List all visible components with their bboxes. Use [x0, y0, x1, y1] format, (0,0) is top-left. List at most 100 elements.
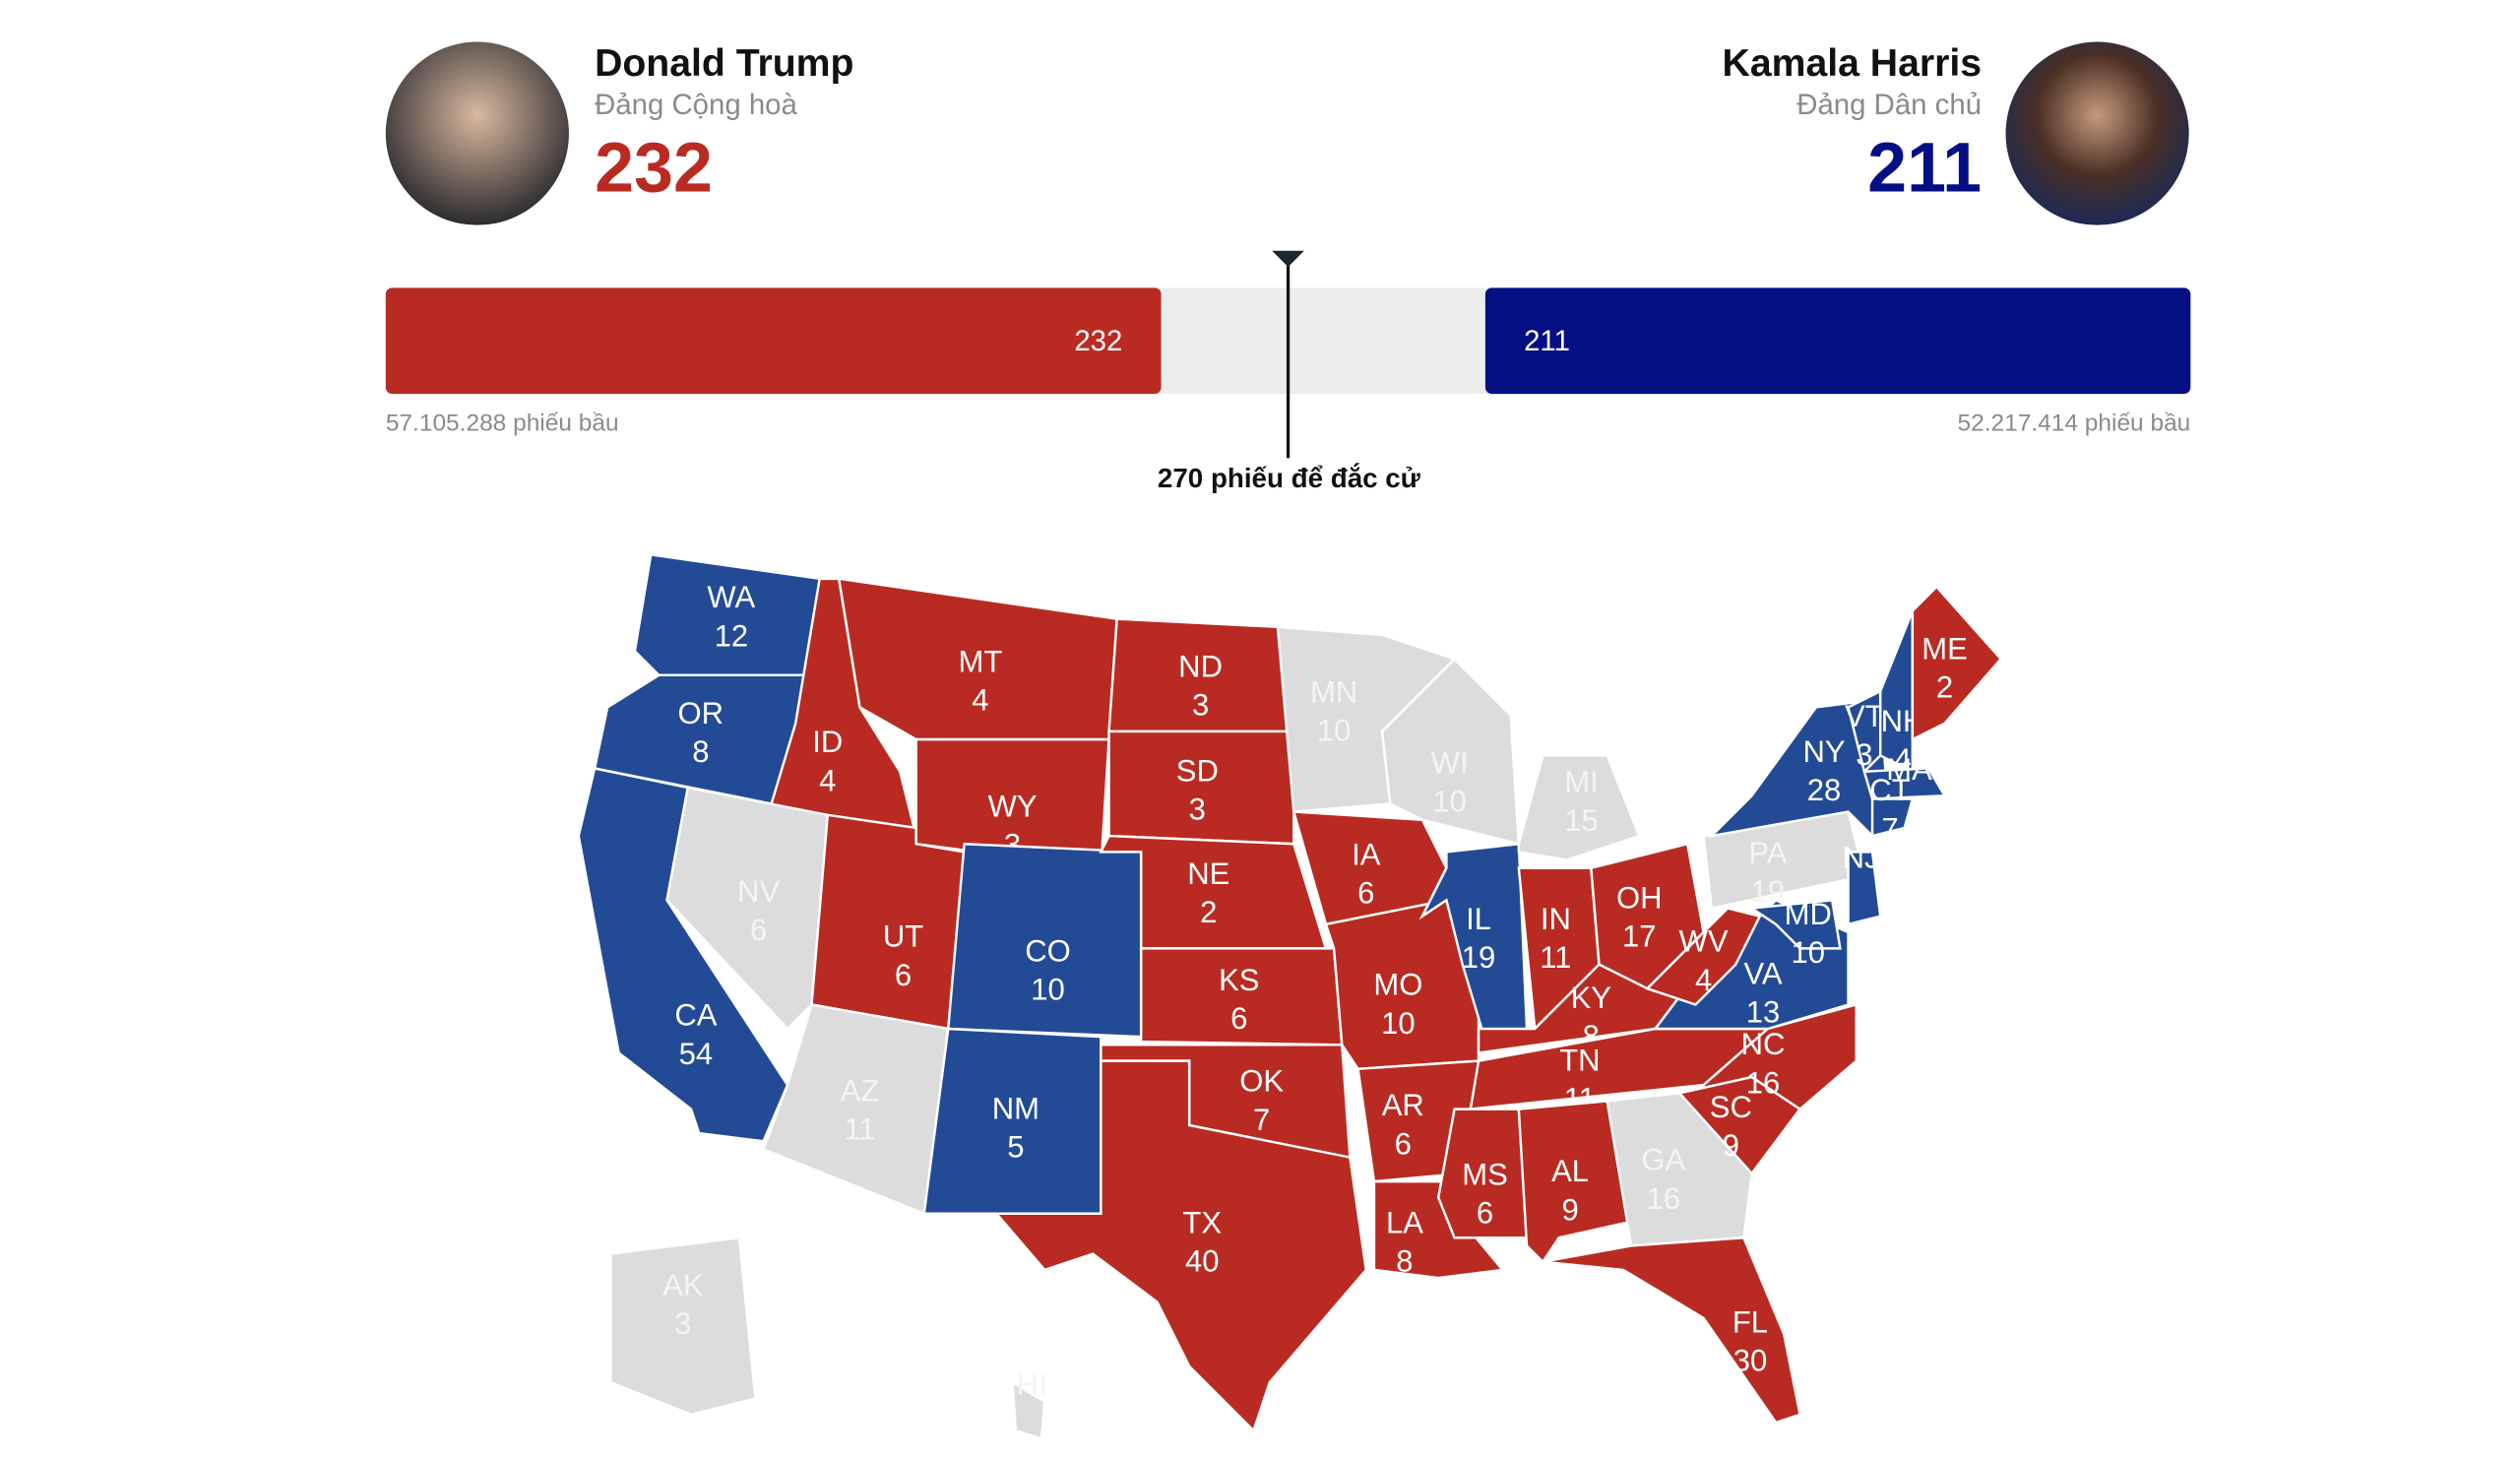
- state-abbr: NE: [1187, 856, 1229, 891]
- us-map: WA 12 OR 8 CA 54 ID 4 NV 6 MT 4 WY 3 UT 6 CO 10 AZ 11 NM 5 ND 3…: [577, 552, 2003, 1440]
- threshold-marker: [1272, 250, 1304, 268]
- state-votes: 10: [1317, 714, 1352, 748]
- state-abbr: NV: [737, 874, 780, 909]
- state-abbr: ND: [1178, 649, 1223, 683]
- state-votes: 40: [1185, 1244, 1220, 1279]
- state-abbr: WV: [1679, 924, 1729, 959]
- state-abbr: MT: [959, 645, 1003, 679]
- state-abbr: CT: [1869, 773, 1910, 807]
- state-abbr: MD: [1785, 897, 1832, 931]
- state-votes: 16: [1746, 1065, 1780, 1100]
- state-votes: 12: [715, 618, 749, 653]
- state: [1862, 767, 1947, 800]
- state-abbr: WY: [988, 789, 1038, 823]
- state-votes: 11: [1540, 940, 1571, 975]
- state-votes: 8: [1396, 1244, 1413, 1279]
- state-abbr: TN: [1559, 1043, 1600, 1077]
- state-votes: 16: [1647, 1181, 1680, 1216]
- state-abbr: KS: [1219, 963, 1259, 997]
- state-abbr: SC: [1710, 1090, 1752, 1124]
- state-votes: 10: [1381, 1006, 1416, 1041]
- state-votes: 10: [1791, 935, 1825, 970]
- state-abbr: IL: [1466, 902, 1491, 936]
- electoral-votes: 211: [1867, 128, 1982, 207]
- state-abbr: KY: [1571, 981, 1611, 1015]
- state: [1543, 1236, 1801, 1425]
- electoral-votes: 232: [595, 128, 713, 207]
- state-abbr: VA: [1743, 956, 1782, 990]
- state-abbr: AR: [1382, 1088, 1424, 1122]
- state-votes: 8: [692, 734, 709, 769]
- state-abbr: MS: [1462, 1157, 1508, 1191]
- state-votes: 28: [1807, 773, 1842, 807]
- bar-label: 232: [1074, 325, 1122, 357]
- state-votes: 3: [674, 1306, 691, 1341]
- state-votes: 11: [844, 1112, 875, 1147]
- state: [1748, 899, 1842, 950]
- candidate-party: Đảng Dân chủ: [1796, 89, 1982, 121]
- threshold-label: 270 phiếu để đắc cử: [1158, 463, 1421, 493]
- state-abbr: MO: [1373, 968, 1422, 1002]
- state-abbr: OK: [1239, 1064, 1284, 1099]
- state-votes: 30: [1733, 1344, 1768, 1378]
- state-abbr: UT: [883, 919, 923, 954]
- state-abbr: ME: [1922, 631, 1968, 666]
- candidate-name: Kamala Harris: [1723, 42, 1982, 85]
- state-abbr: FL: [1732, 1305, 1768, 1340]
- state-votes: 7: [1881, 811, 1898, 846]
- state-abbr: ID: [812, 725, 843, 759]
- state-votes: 15: [1564, 803, 1599, 838]
- state-abbr: OH: [1616, 881, 1663, 916]
- popular-votes: 57.105.288 phiếu bầu: [386, 411, 619, 437]
- candidate-photo: [385, 41, 569, 225]
- state-abbr: AZ: [841, 1073, 880, 1108]
- state: [1517, 754, 1641, 861]
- state-abbr: VT: [1845, 699, 1884, 733]
- state-abbr: WA: [707, 580, 755, 614]
- state-votes: 6: [1395, 1126, 1412, 1161]
- state-votes: 9: [1561, 1192, 1578, 1227]
- state-votes: 19: [1462, 940, 1495, 975]
- state-votes: 6: [1230, 1001, 1247, 1036]
- state-abbr: NJ: [1843, 841, 1880, 875]
- state-votes: 3: [1189, 792, 1206, 827]
- state-abbr: IA: [1352, 837, 1381, 871]
- state-abbr: GA: [1641, 1143, 1685, 1177]
- state-abbr: PA: [1748, 836, 1787, 870]
- state-abbr: CO: [1025, 933, 1071, 968]
- state-votes: 4: [819, 763, 836, 797]
- state-votes: 54: [679, 1037, 714, 1071]
- state: [1436, 1108, 1529, 1239]
- state-abbr: AK: [662, 1268, 704, 1302]
- state-votes: 6: [1357, 876, 1374, 911]
- state: [1606, 1092, 1753, 1247]
- state-abbr: CA: [674, 998, 717, 1033]
- state-abbr: NY: [1803, 734, 1846, 769]
- state-votes: 2: [1200, 895, 1217, 929]
- state-votes: 6: [1477, 1196, 1493, 1231]
- bar-segment: [1484, 287, 2191, 395]
- state: [1847, 851, 1882, 926]
- state-votes: 7: [1253, 1103, 1270, 1137]
- state: [1870, 797, 1915, 838]
- candidate-name: Donald Trump: [595, 42, 853, 85]
- state-abbr: MN: [1310, 675, 1357, 710]
- state-votes: 4: [1695, 963, 1712, 997]
- candidate-photo: [2005, 41, 2189, 225]
- state-votes: 9: [1723, 1128, 1739, 1163]
- bar-segment: [385, 287, 1162, 395]
- state: [1911, 585, 2003, 742]
- state-abbr: AL: [1551, 1154, 1589, 1188]
- state: [609, 1236, 757, 1417]
- state: [665, 786, 830, 1031]
- state: [1645, 907, 1762, 1006]
- state-votes: 5: [1007, 1130, 1024, 1165]
- state-abbr: NM: [992, 1091, 1040, 1125]
- state-abbr: HI: [1017, 1367, 1047, 1402]
- state-votes: 2: [1936, 670, 1953, 705]
- state: [761, 1003, 950, 1216]
- state-votes: 6: [895, 958, 912, 992]
- candidate-party: Đảng Cộng hoà: [595, 89, 797, 121]
- state-abbr: NC: [1741, 1027, 1786, 1061]
